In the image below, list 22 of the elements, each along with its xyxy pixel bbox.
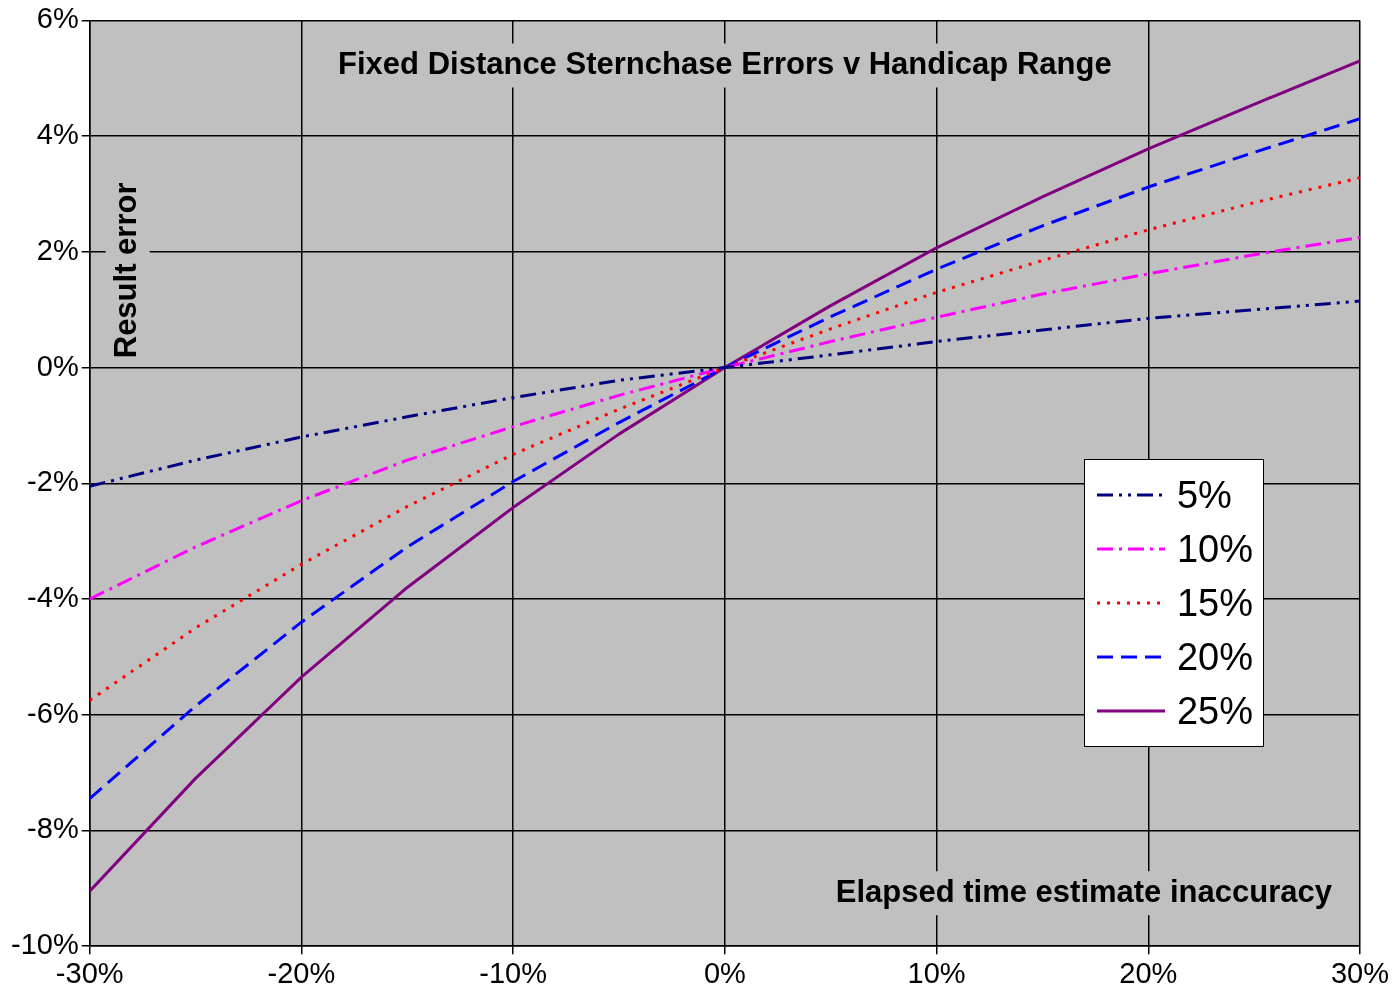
x-tick-label: -20% <box>267 956 336 989</box>
y-tick-label: 4% <box>36 118 79 151</box>
x-tick-label: -10% <box>479 956 547 989</box>
x-tick-label: 10% <box>907 956 966 989</box>
legend-label: 10% <box>1176 527 1254 571</box>
legend-label: 5% <box>1176 473 1232 517</box>
x-axis-title: Elapsed time estimate inaccuracy <box>835 873 1333 909</box>
y-axis-title: Result error <box>108 182 144 359</box>
text: Fixed Distance Sternchase Errors v Handicap Range <box>338 45 1112 81</box>
legend-label: 20% <box>1176 635 1254 679</box>
y-tick-label: 2% <box>36 233 79 266</box>
x-tick-label: 30% <box>1330 956 1389 989</box>
y-tick-label: 6% <box>36 2 79 35</box>
y-tick-label: -6% <box>27 696 79 729</box>
y-tick-label: -8% <box>27 812 79 845</box>
legend-label: 25% <box>1176 689 1254 733</box>
legend-label: 15% <box>1176 581 1254 625</box>
y-tick-label: -4% <box>27 581 79 614</box>
x-tick-label: 20% <box>1119 956 1178 989</box>
y-tick-label: -2% <box>27 465 79 498</box>
y-tick-label: 0% <box>36 349 79 382</box>
x-tick-label: 0% <box>703 956 746 989</box>
